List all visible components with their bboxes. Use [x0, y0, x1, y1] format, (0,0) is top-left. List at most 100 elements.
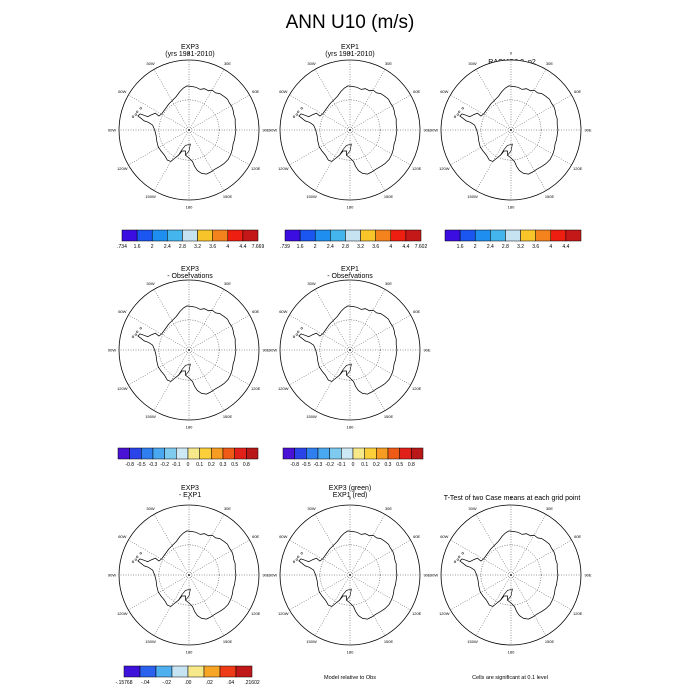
colorbar-tick-label: 4 — [226, 244, 229, 250]
colorbar-tick-label: 2.4 — [164, 244, 171, 250]
meridian-line — [510, 94, 572, 131]
colorbar-cell — [405, 229, 422, 242]
longitude-label: 90E — [423, 348, 430, 353]
note-significance: Cells are significant at 0.1 level — [472, 675, 548, 681]
island — [453, 560, 457, 563]
longitude-label: 0 — [349, 496, 352, 501]
longitude-label: 30E — [546, 506, 553, 511]
longitude-label: 150E — [545, 639, 555, 644]
colorbar-tick-label: -0.1 — [337, 462, 346, 468]
longitude-label: 120E — [573, 611, 583, 616]
longitude-label: 120E — [412, 166, 422, 171]
colorbar-cell — [330, 229, 346, 242]
longitude-label: 90W — [269, 128, 277, 133]
colorbar-tick-label: -0.1 — [172, 462, 181, 468]
colorbars-layer: .734 1.6 2 2.4 2.8 3.2 3.6 4 4.4 7.669 .739 1.6 2 2.4… — [116, 229, 582, 686]
colorbar-cell — [352, 447, 365, 460]
panel-title-line: - EXP1 — [178, 492, 202, 499]
longitude-label: 90W — [430, 128, 438, 133]
colorbar-tick-label: 2.8 — [502, 244, 509, 250]
colorbar-cell — [387, 447, 400, 460]
panel-title-line: (yrs 1981-2010) — [325, 51, 375, 58]
latitude-circle — [319, 99, 381, 161]
meridian-line — [188, 129, 225, 191]
longitude-label: 30W — [307, 506, 315, 511]
panel-title-line: EXP3 (green) — [328, 485, 372, 492]
longitude-label: 0 — [188, 496, 191, 501]
meridian-line — [188, 129, 250, 166]
colorbar-cell — [444, 229, 461, 242]
ross-ice-shelf — [500, 588, 513, 601]
colorbar-tick-label: -0.5 — [302, 462, 311, 468]
longitude-label: 180 — [186, 650, 193, 655]
colorbar-cell — [182, 229, 198, 242]
longitude-label: 90E — [423, 573, 430, 578]
antarctica-coastline — [298, 530, 398, 620]
meridian-line — [349, 349, 386, 411]
colorbar-tick-label: 3.6 — [532, 244, 539, 250]
longitude-label: 150W — [145, 414, 156, 419]
panel-title-exp3: EXP3 (yrs 1981-2010) — [130, 44, 250, 58]
colorbar-tick-label: -0.8 — [290, 462, 299, 468]
panel-title-ttest: T-Test of two Case means at each grid po… — [412, 495, 612, 502]
meridian-line — [349, 94, 411, 131]
colorbar-tick-label: 1.6 — [297, 244, 304, 250]
colorbar-cell — [317, 447, 330, 460]
meridian-line — [450, 94, 512, 131]
longitude-label: 30E — [385, 281, 392, 286]
colorbar-tick-label: 4.4 — [562, 244, 569, 250]
panel-title-line: EXP1 — [341, 44, 359, 51]
colorbar-tick-label: 0.1 — [361, 462, 368, 468]
note-model-relative: Model relative to Obs — [324, 675, 376, 681]
panel-title-exp1: EXP1 (yrs 1981-2010) — [290, 44, 410, 58]
meridian-line — [314, 514, 351, 576]
longitude-label: 90W — [269, 573, 277, 578]
colorbar-tick-label: 0 — [352, 462, 355, 468]
colorbar-tick-label: .04 — [227, 680, 234, 686]
antarctica-coastline — [137, 85, 237, 175]
colorbar-cell — [222, 447, 235, 460]
antarctica-coastline — [459, 85, 559, 175]
antarctica-coastline — [137, 305, 237, 395]
longitude-label: 90E — [262, 348, 269, 353]
colorbar-cell — [299, 229, 316, 242]
island — [139, 327, 142, 330]
longitude-label: 90W — [108, 128, 116, 133]
latitude-circle — [480, 99, 542, 161]
meridian-line — [510, 539, 572, 576]
colorbar-cell — [164, 447, 177, 460]
longitude-label: 150E — [545, 194, 555, 199]
longitude-label: 180 — [508, 650, 515, 655]
colorbar-tick-label: -.02 — [162, 680, 171, 686]
polar-map: 0 30E 60E 90E 120E 150E 180 150W 120W 90W 60W 30W — [108, 51, 270, 210]
colorbar-tick-label: 3.6 — [209, 244, 216, 250]
longitude-label: 0 — [188, 271, 191, 276]
longitude-label: 150E — [223, 639, 233, 644]
colorbar-tick-label: 2 — [474, 244, 477, 250]
colorbar-tick-label: 0 — [187, 462, 190, 468]
meridian-line — [188, 69, 225, 131]
longitude-label: 60E — [413, 89, 420, 94]
colorbar-diff_exp: -.15768 -.04 -.02 .00 .02 .04 .21602 — [116, 665, 260, 686]
colorbar-cell — [212, 229, 229, 242]
longitude-label: 120W — [278, 386, 289, 391]
longitude-label: 120W — [439, 611, 450, 616]
colorbar-tick-label: -0.8 — [125, 462, 134, 468]
meridian-line — [314, 129, 351, 191]
colorbar-cell — [535, 229, 552, 242]
colorbar-tick-label: 2.8 — [179, 244, 186, 250]
ross-ice-shelf — [500, 143, 513, 156]
longitude-label: 90E — [584, 573, 591, 578]
colorbar-tick-label: 4.4 — [239, 244, 246, 250]
colorbar-cell — [151, 229, 168, 242]
ross-ice-shelf — [339, 143, 352, 156]
longitude-label: 30W — [307, 61, 315, 66]
longitude-label: 90E — [262, 573, 269, 578]
longitude-label: 60W — [440, 534, 448, 539]
colorbar-tick-label: 2 — [151, 244, 154, 250]
ross-ice-shelf — [339, 588, 352, 601]
longitude-label: 60E — [413, 309, 420, 314]
colorbar-cell — [129, 447, 142, 460]
island — [295, 333, 298, 336]
colorbar-diff_obs_2: -0.8 -0.5 -0.3 -0.2 -0.1 0 0.1 0.2 0.3 0.5 0.8 — [282, 447, 424, 468]
